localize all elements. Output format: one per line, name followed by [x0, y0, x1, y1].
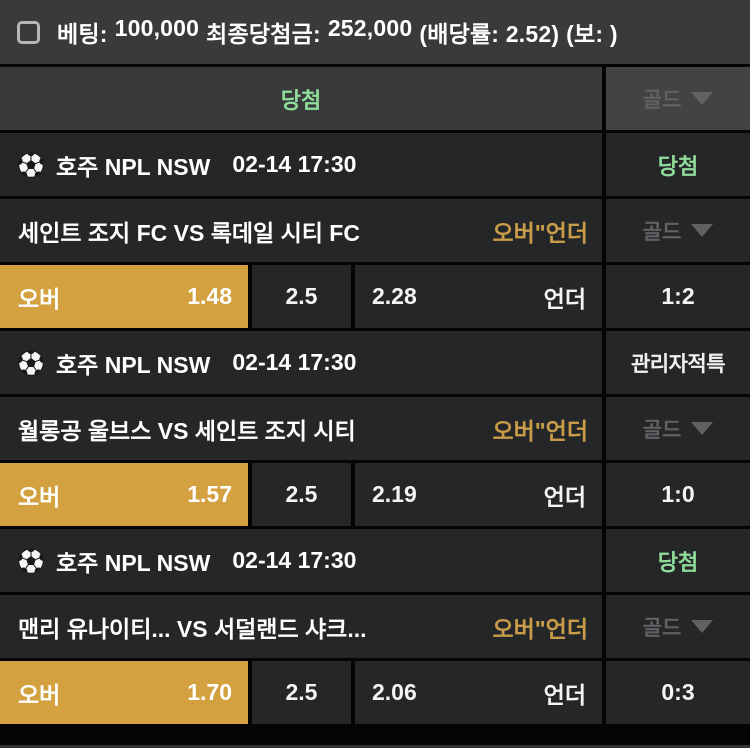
bet-amount: 100,000	[114, 15, 200, 41]
match-header-row: 호주 NPL NSW 02-14 17:30 관리자적특	[0, 331, 750, 394]
under-odds-value: 2.19	[372, 481, 417, 507]
market-type-label: 오버"언더	[492, 615, 588, 642]
odds-note: (배당률: 2.52)	[419, 21, 560, 47]
match-time: 02-14 17:30	[232, 151, 357, 177]
chevron-down-icon	[691, 92, 714, 105]
gold-dropdown[interactable]: 골드	[643, 414, 714, 444]
team-names: 세인트 조지 FC VS 록데일 시티 FC	[18, 219, 360, 246]
match-header-row: 호주 NPL NSW 02-14 17:30 당첨	[0, 529, 750, 592]
under-pick-cell[interactable]: 2.06 언더	[355, 661, 602, 724]
handicap-line-cell: 2.5	[252, 265, 351, 328]
handicap-line-cell: 2.5	[252, 661, 351, 724]
over-odds-value: 1.57	[187, 481, 232, 507]
over-odds-value: 1.48	[187, 283, 232, 309]
line-value: 2.5	[285, 679, 318, 705]
match-odds-row: 오버 1.70 2.5 2.06 언더 0:3	[0, 661, 750, 724]
bet-summary-bar: 베팅: 100,000 최종당첨금: 252,000 (배당률: 2.52) (…	[0, 0, 750, 64]
gold-dropdown[interactable]: 골드	[643, 612, 714, 642]
soccer-ball-icon	[18, 547, 44, 574]
bottom-edge-strip	[0, 745, 750, 748]
bottom-spacer	[0, 727, 750, 742]
match-odds-row: 오버 1.57 2.5 2.19 언더 1:0	[0, 463, 750, 526]
gold-dropdown-label: 골드	[642, 418, 682, 442]
score-cell: 1:2	[606, 265, 750, 328]
chevron-down-icon	[691, 422, 714, 435]
bonus-note: (보: )	[566, 21, 618, 47]
match-teams-row: 월롱공 울브스 VS 세인트 조지 시티 오버"언더 골드	[0, 397, 750, 460]
gold-dropdown-label: 골드	[642, 616, 682, 640]
under-pick-cell[interactable]: 2.19 언더	[355, 463, 602, 526]
over-label: 오버	[18, 483, 61, 510]
league-name: 호주 NPL NSW	[56, 351, 211, 378]
market-type-label: 오버"언더	[492, 417, 588, 444]
match-teams-row: 세인트 조지 FC VS 록데일 시티 FC 오버"언더 골드	[0, 199, 750, 262]
overall-result-row: 당첨 골드	[0, 67, 750, 130]
line-value: 2.5	[285, 283, 318, 309]
match-time: 02-14 17:30	[232, 547, 357, 573]
match-header-row: 호주 NPL NSW 02-14 17:30 당첨	[0, 133, 750, 196]
gold-dropdown[interactable]: 골드	[643, 216, 714, 246]
match-time: 02-14 17:30	[232, 349, 357, 375]
league-name: 호주 NPL NSW	[56, 153, 211, 180]
handicap-line-cell: 2.5	[252, 463, 351, 526]
gold-dropdown-label: 골드	[642, 88, 682, 112]
score-value: 1:0	[661, 481, 695, 507]
market-type-label: 오버"언더	[492, 219, 588, 246]
match-status-badge: 관리자적특	[630, 352, 726, 376]
under-odds-value: 2.28	[372, 283, 417, 309]
gold-dropdown-label: 골드	[642, 220, 682, 244]
match-status-badge: 당첨	[657, 153, 699, 179]
score-cell: 0:3	[606, 661, 750, 724]
match-teams-row: 맨리 유나이티... VS 서덜랜드 샤크... 오버"언더 골드	[0, 595, 750, 658]
bet-select-checkbox[interactable]	[17, 20, 40, 44]
under-label: 언더	[543, 681, 586, 708]
overall-result-badge: 당첨	[280, 87, 322, 113]
match-status-badge: 당첨	[657, 549, 699, 575]
chevron-down-icon	[691, 620, 714, 633]
over-label: 오버	[18, 681, 61, 708]
soccer-ball-icon	[18, 151, 44, 178]
chevron-down-icon	[691, 224, 714, 237]
under-odds-value: 2.06	[372, 679, 417, 705]
under-label: 언더	[543, 483, 586, 510]
over-label: 오버	[18, 285, 61, 312]
soccer-ball-icon	[18, 349, 44, 376]
score-value: 1:2	[661, 283, 695, 309]
match-odds-row: 오버 1.48 2.5 2.28 언더 1:2	[0, 265, 750, 328]
bet-label: 베팅:	[57, 21, 108, 47]
payout-amount: 252,000	[327, 15, 413, 41]
payout-label: 최종당첨금:	[206, 21, 321, 47]
under-label: 언더	[543, 285, 586, 312]
over-pick-cell[interactable]: 오버 1.57	[0, 463, 248, 526]
score-value: 0:3	[661, 679, 695, 705]
team-names: 맨리 유나이티... VS 서덜랜드 샤크...	[18, 615, 367, 642]
under-pick-cell[interactable]: 2.28 언더	[355, 265, 602, 328]
over-pick-cell[interactable]: 오버 1.48	[0, 265, 248, 328]
score-cell: 1:0	[606, 463, 750, 526]
over-pick-cell[interactable]: 오버 1.70	[0, 661, 248, 724]
team-names: 월롱공 울브스 VS 세인트 조지 시티	[18, 417, 356, 444]
gold-dropdown[interactable]: 골드	[643, 84, 714, 114]
over-odds-value: 1.70	[187, 679, 232, 705]
league-name: 호주 NPL NSW	[56, 549, 211, 576]
line-value: 2.5	[285, 481, 318, 507]
bet-summary-text: 베팅: 100,000 최종당첨금: 252,000 (배당률: 2.52) (…	[57, 15, 618, 49]
